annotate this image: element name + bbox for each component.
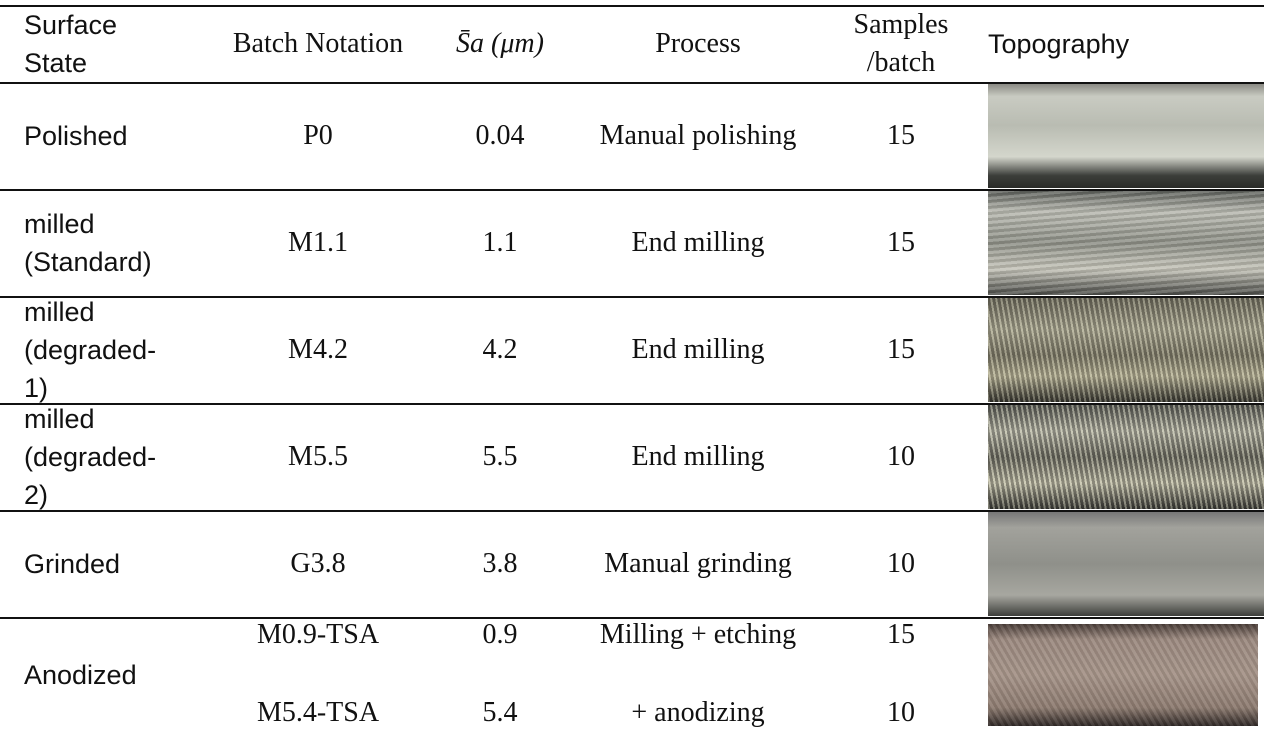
column-header: Process	[655, 27, 741, 59]
table-cell: 10	[887, 697, 915, 728]
row-label: milled (degraded-1)	[24, 297, 157, 403]
table-cell: M5.4-TSA	[256, 697, 380, 728]
topography-photo	[988, 298, 1264, 402]
table-cell: M4.2	[288, 334, 348, 365]
table-cell: 15	[887, 619, 915, 650]
topography-photo	[988, 191, 1264, 295]
row-label: Grinded	[24, 549, 121, 579]
table-cell: 0.04	[475, 120, 525, 151]
table-cell: End milling	[631, 227, 765, 258]
row-rule	[0, 617, 1264, 619]
row-rule	[0, 296, 1264, 298]
row-rule	[0, 189, 1264, 191]
table-cell: M1.1	[288, 227, 348, 258]
table-cell: P0	[303, 120, 333, 151]
table-cell: M0.9-TSA	[256, 619, 380, 650]
table-cell: M5.5	[288, 441, 348, 472]
table-cell: End milling	[631, 441, 765, 472]
topography-photo	[988, 624, 1258, 726]
table-cell: 10	[887, 441, 915, 472]
table-cell: Manual grinding	[604, 548, 792, 579]
header-rule	[0, 82, 1264, 84]
topography-photo	[988, 512, 1264, 616]
row-label: milled (degraded-2)	[24, 404, 157, 510]
table-cell: 1.1	[482, 227, 518, 258]
table-cell: 15	[887, 227, 915, 258]
table-cell: 15	[887, 120, 915, 151]
column-header: S̄a (μm)	[456, 27, 544, 59]
table-cell: End milling	[631, 334, 765, 365]
row-rule	[0, 510, 1264, 512]
table-cell: Manual polishing	[599, 120, 797, 151]
table-cell: 5.4	[482, 697, 518, 728]
topography-photo	[988, 84, 1264, 188]
table-cell: 15	[887, 334, 915, 365]
topography-photo	[988, 405, 1264, 509]
top-rule	[0, 5, 1264, 7]
column-header: Topography	[988, 28, 1130, 59]
table-cell: 3.8	[482, 548, 518, 579]
table-cell: 4.2	[482, 334, 518, 365]
row-rule	[0, 403, 1264, 405]
table-cell: 10	[887, 548, 915, 579]
column-header: Surface State	[24, 9, 118, 78]
table-cell: + anodizing	[631, 697, 765, 728]
table-cell: G3.8	[290, 548, 346, 579]
column-header: Batch Notation	[232, 27, 404, 59]
row-label: Anodized	[24, 659, 137, 690]
table-cell: 5.5	[482, 441, 518, 472]
row-label: Polished	[24, 121, 128, 151]
table-cell: Milling + etching	[599, 619, 797, 650]
table-cell: 0.9	[482, 619, 518, 650]
column-header: Samples /batch	[853, 8, 949, 78]
row-label: milled (Standard)	[24, 209, 152, 277]
